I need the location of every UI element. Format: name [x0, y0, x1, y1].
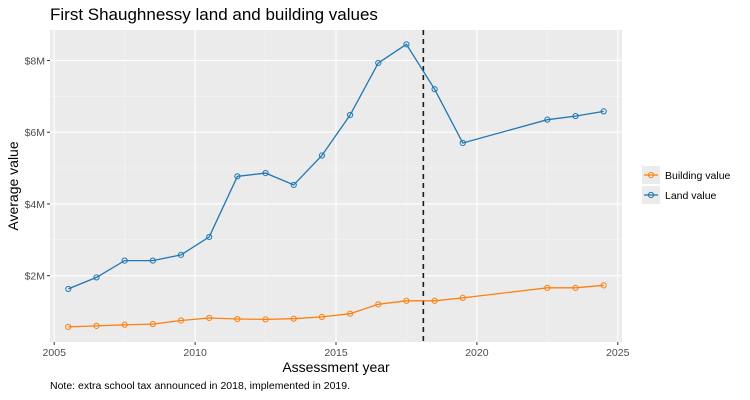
series-line-building-value: [68, 284, 604, 328]
y-axis-title: Average value: [5, 141, 21, 230]
y-tick-label: $8M: [25, 55, 45, 67]
y-tick-label: $6M: [25, 127, 45, 139]
data-point-land-value: [262, 169, 269, 177]
x-axis: 2005 2010 2015 2020 2025: [43, 342, 630, 359]
x-tick-label: 2005: [43, 347, 67, 359]
data-point-land-value: [149, 257, 156, 264]
data-point-building-value: [290, 315, 297, 322]
data-point-building-value: [234, 315, 241, 323]
data-point-land-value: [121, 257, 128, 264]
data-point-land-value: [459, 139, 466, 147]
chart-note: Note: extra school tax announced in 2018…: [50, 380, 350, 392]
data-point-land-value: [431, 86, 438, 93]
data-point-building-value: [318, 313, 326, 320]
data-point-building-value: [375, 301, 382, 308]
series-line-land-value: [68, 43, 604, 290]
y-axis: $2M $4M $6M $8M: [25, 55, 50, 283]
chart-title: First Shaughnessy land and building valu…: [50, 5, 378, 24]
legend-label: Land value: [665, 190, 717, 202]
data-point-building-value: [572, 284, 579, 291]
data-point-land-value: [65, 285, 72, 293]
series-group: [65, 41, 607, 331]
data-point-land-value: [346, 111, 354, 119]
x-tick-label: 2025: [606, 347, 630, 359]
y-tick-label: $4M: [25, 199, 45, 211]
data-point-land-value: [177, 251, 185, 258]
data-point-land-value: [318, 152, 326, 159]
data-point-building-value: [93, 322, 100, 329]
data-point-building-value: [403, 297, 410, 304]
x-tick-label: 2020: [465, 347, 489, 359]
data-point-land-value: [206, 233, 213, 241]
data-point-building-value: [121, 321, 128, 328]
data-point-building-value: [262, 316, 269, 323]
data-point-building-value: [149, 320, 156, 328]
data-point-land-value: [544, 116, 551, 123]
data-point-building-value: [431, 297, 438, 304]
y-tick-label: $2M: [25, 271, 45, 283]
grid: [50, 30, 622, 342]
data-point-building-value: [600, 282, 607, 289]
x-tick-label: 2015: [324, 347, 348, 359]
data-point-building-value: [346, 310, 354, 317]
data-point-building-value: [544, 284, 551, 291]
x-axis-title: Assessment year: [282, 359, 390, 375]
legend-label: Building value: [665, 170, 731, 182]
data-point-land-value: [403, 41, 410, 48]
data-point-land-value: [600, 108, 607, 115]
data-point-building-value: [459, 294, 466, 301]
x-tick-label: 2010: [183, 347, 207, 359]
legend: Building value Land value: [642, 166, 731, 204]
data-point-building-value: [177, 317, 185, 324]
legend-key-point: [647, 191, 655, 199]
data-point-land-value: [375, 59, 382, 67]
data-point-land-value: [572, 112, 579, 120]
data-point-land-value: [234, 173, 241, 180]
data-point-building-value: [206, 314, 213, 322]
data-point-land-value: [290, 181, 297, 189]
data-point-land-value: [93, 274, 100, 281]
data-point-building-value: [65, 323, 72, 331]
legend-key-point: [647, 171, 655, 179]
